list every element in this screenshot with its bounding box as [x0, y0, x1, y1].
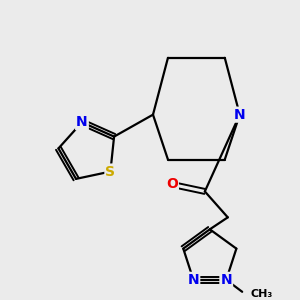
- Text: S: S: [105, 165, 116, 178]
- Text: O: O: [166, 178, 178, 191]
- Text: N: N: [188, 273, 199, 287]
- Text: CH₃: CH₃: [250, 289, 272, 299]
- Text: N: N: [76, 115, 88, 129]
- Text: N: N: [220, 273, 232, 287]
- Text: N: N: [234, 108, 245, 122]
